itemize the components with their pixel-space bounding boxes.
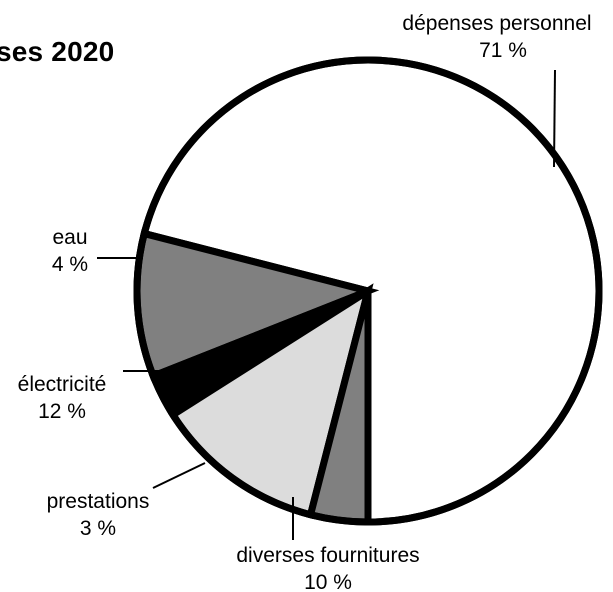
slice-label: diverses fournitures xyxy=(236,544,419,567)
leader-line xyxy=(152,462,206,489)
slice-percent-label: 4 % xyxy=(52,253,88,276)
chart-title: ses 2020 xyxy=(0,36,115,67)
slice-label: eau xyxy=(52,226,87,249)
slice-label: électricité xyxy=(18,373,107,396)
leader-line xyxy=(553,69,556,168)
slice-percent-label: 3 % xyxy=(80,517,116,540)
pie-outline xyxy=(133,56,603,526)
slice-percent-label: 10 % xyxy=(304,571,352,592)
slice-label: prestations xyxy=(47,490,150,513)
slice-percent-label: 71 % xyxy=(479,39,527,62)
slice-percent-label: 12 % xyxy=(38,400,86,423)
slice-label: dépenses personnel xyxy=(402,12,591,35)
